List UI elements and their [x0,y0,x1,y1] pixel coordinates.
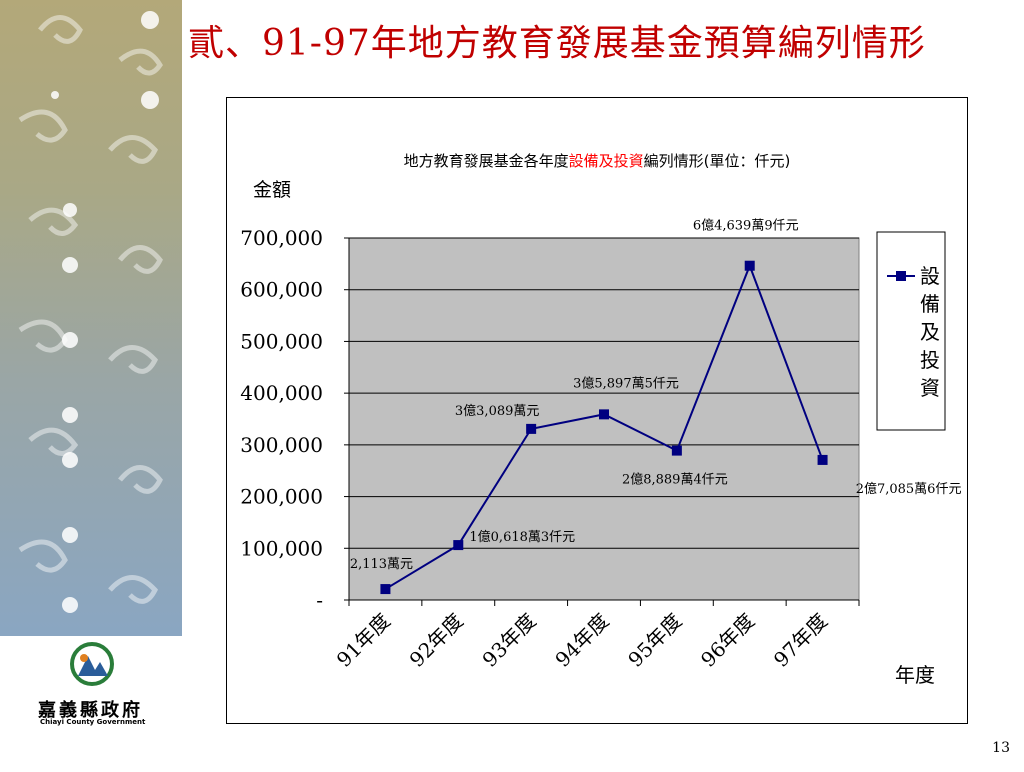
data-point-1 [453,540,464,551]
x-axis-label: 年度 [895,663,935,687]
data-point-5 [744,260,755,271]
swirl-pattern-graphic [18,11,163,613]
y-tick-label-6: 600,000 [240,278,323,302]
legend-text-char-4: 資 [920,376,940,400]
y-tick-label-5: 500,000 [240,329,323,353]
data-point-4 [671,445,682,456]
data-point-2 [526,423,537,434]
y-tick-label-0: - [316,588,323,612]
y-tick-label-2: 200,000 [240,485,323,509]
legend-marker-swatch [896,271,906,281]
data-label-0: 2,113萬元 [350,557,413,572]
legend-text-char-2: 及 [920,320,940,344]
data-label-3: 3億5,897萬5仟元 [573,375,679,391]
legend-text-char-0: 設 [920,264,940,288]
y-tick-label-7: 700,000 [240,226,323,250]
logo-name: 嘉義縣政府 [38,700,143,721]
x-tick-label-0: 91年度 [332,609,395,672]
chart-title-part-2: 編列情形(單位：仟元) [644,152,791,170]
page-title: 貳、91-97年地方教育發展基金預算編列情形 [188,23,926,64]
x-tick-label-5: 96年度 [696,609,759,672]
decorative-sidebar [0,0,182,636]
county-logo: 嘉義縣政府 Chiayi County Government [0,636,182,768]
legend-text-char-3: 投 [920,348,940,372]
data-label-1: 1億0,618萬3仟元 [469,529,575,545]
data-label-5: 6億4,639萬9仟元 [693,218,799,234]
legend-text-char-1: 備 [920,292,940,316]
county-emblem-icon [70,642,114,686]
x-tick-label-3: 94年度 [550,609,613,672]
data-point-6 [817,454,828,465]
line-chart: 地方教育發展基金各年度設備及投資編列情形(單位：仟元)金額-100,000200… [240,152,962,687]
y-axis-label: 金額 [253,179,291,201]
logo-subtitle: Chiayi County Government [40,718,146,726]
y-tick-label-4: 400,000 [240,381,323,405]
x-tick-label-6: 97年度 [769,609,832,672]
chart-title-part-0: 地方教育發展基金各年度 [404,152,569,170]
x-tick-label-1: 92年度 [405,609,468,672]
data-label-6: 2億7,085萬6仟元 [856,481,962,497]
data-label-2: 3億3,089萬元 [455,403,539,419]
x-tick-label-4: 95年度 [623,609,686,672]
chart-title-part-1: 設備及投資 [569,152,644,170]
page-number: 13 [992,740,1010,756]
data-point-0 [380,584,391,595]
data-point-3 [599,409,609,420]
legend-box [876,231,946,431]
y-tick-label-1: 100,000 [240,536,323,560]
data-label-4: 2億8,889萬4仟元 [622,472,728,488]
x-tick-label-2: 93年度 [477,609,540,672]
y-tick-label-3: 300,000 [240,433,323,457]
chart-title: 地方教育發展基金各年度設備及投資編列情形(單位：仟元) [404,152,791,170]
chart-frame: 地方教育發展基金各年度設備及投資編列情形(單位：仟元) 金額 -100,000 200… [226,97,968,724]
